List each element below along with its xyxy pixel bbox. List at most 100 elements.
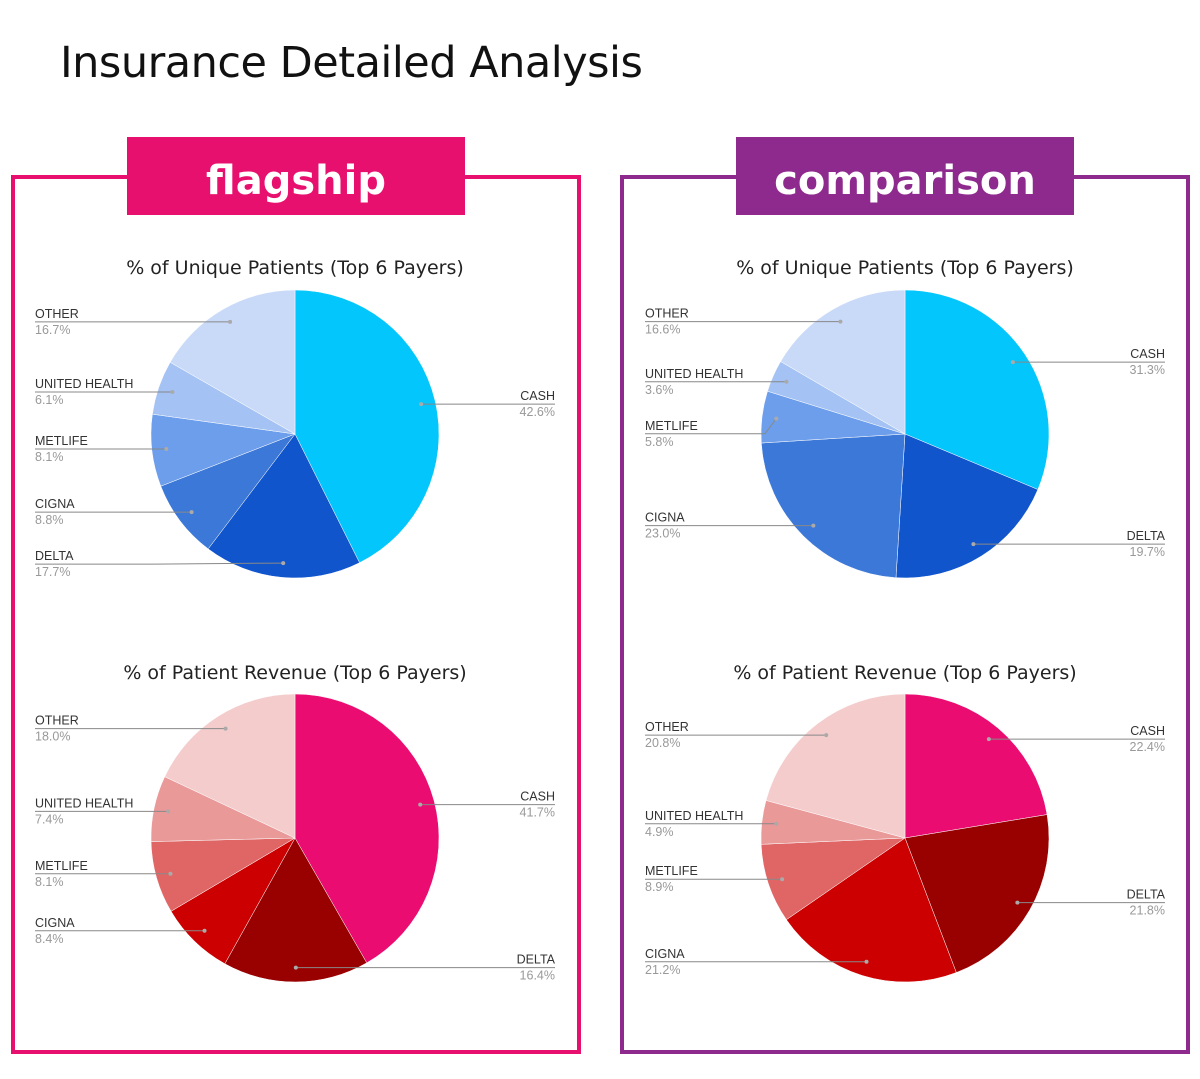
slice-label: CASH bbox=[1130, 724, 1165, 738]
leader-dot bbox=[164, 447, 169, 452]
slice-label: CASH bbox=[520, 389, 555, 403]
slice-value: 8.9% bbox=[645, 880, 674, 894]
slice-value: 16.7% bbox=[35, 323, 70, 337]
leader-dot bbox=[986, 737, 991, 742]
slice-value: 19.7% bbox=[1130, 545, 1165, 559]
chart-title: % of Patient Revenue (Top 6 Payers) bbox=[733, 662, 1076, 684]
pie-chart: % of Unique Patients (Top 6 Payers) OTHER… bbox=[35, 257, 555, 579]
leader-dot bbox=[1015, 900, 1020, 905]
pie-slice-cash[interactable] bbox=[904, 289, 1050, 490]
leader-line bbox=[35, 562, 284, 565]
leader-dot bbox=[281, 561, 286, 566]
leader-dot bbox=[971, 542, 976, 547]
slice-label: METLIFE bbox=[35, 434, 88, 448]
leader-dot bbox=[419, 402, 424, 407]
leader-dot bbox=[774, 821, 779, 826]
slice-value: 8.4% bbox=[35, 932, 64, 946]
leader-dot bbox=[293, 965, 298, 970]
leader-dot bbox=[170, 390, 175, 395]
slice-value: 42.6% bbox=[520, 405, 555, 419]
slice-label: DELTA bbox=[1127, 888, 1166, 902]
slice-label: METLIFE bbox=[645, 864, 698, 878]
slice-value: 5.8% bbox=[645, 435, 674, 449]
leader-dot bbox=[824, 733, 829, 738]
slice-value: 21.8% bbox=[1130, 904, 1165, 918]
slice-label: OTHER bbox=[35, 307, 79, 321]
slice-label: CASH bbox=[520, 790, 555, 804]
leader-dot bbox=[864, 959, 869, 964]
slice-value: 31.3% bbox=[1130, 363, 1165, 377]
leader-dot bbox=[418, 802, 423, 807]
leader-dot bbox=[838, 319, 843, 324]
slice-value: 20.8% bbox=[645, 736, 680, 750]
leader-dot bbox=[811, 523, 816, 528]
leader-dot bbox=[168, 871, 173, 876]
slice-label: DELTA bbox=[35, 549, 74, 563]
slice-value: 8.1% bbox=[35, 450, 64, 464]
chart-title: % of Patient Revenue (Top 6 Payers) bbox=[123, 662, 466, 684]
chart-title: % of Unique Patients (Top 6 Payers) bbox=[736, 257, 1074, 279]
slice-label: UNITED HEALTH bbox=[645, 367, 743, 381]
slice-value: 16.4% bbox=[520, 969, 555, 983]
panel-comparison: comparison bbox=[620, 137, 1190, 1054]
slice-label: CASH bbox=[1130, 347, 1165, 361]
pie-chart: % of Unique Patients (Top 6 Payers) OTHER… bbox=[645, 257, 1166, 579]
slice-value: 18.0% bbox=[35, 730, 70, 744]
pie-slice-delta[interactable] bbox=[207, 433, 360, 579]
slice-label: UNITED HEALTH bbox=[35, 796, 133, 810]
leader-dot bbox=[774, 416, 779, 421]
panel-header-label: flagship bbox=[206, 158, 386, 204]
slice-label: CIGNA bbox=[645, 511, 685, 525]
slice-label: UNITED HEALTH bbox=[35, 377, 133, 391]
pie-slice-cash[interactable] bbox=[294, 289, 440, 564]
pie-slice-other[interactable] bbox=[164, 693, 296, 839]
pie-slice-other[interactable] bbox=[169, 289, 296, 435]
slice-value: 23.0% bbox=[645, 527, 680, 541]
pie-slice-delta[interactable] bbox=[895, 433, 1039, 579]
slice-value: 22.4% bbox=[1130, 740, 1165, 754]
pie-slice-other[interactable] bbox=[765, 693, 906, 839]
page-title: Insurance Detailed Analysis bbox=[60, 38, 643, 88]
pie-slice-delta[interactable] bbox=[224, 837, 368, 983]
leader-line bbox=[645, 418, 777, 435]
leader-dot bbox=[223, 726, 228, 731]
panel-header bbox=[736, 137, 1074, 215]
slice-value: 7.4% bbox=[35, 812, 64, 826]
slice-label: OTHER bbox=[645, 720, 689, 734]
slice-label: CIGNA bbox=[35, 916, 75, 930]
leader-dot bbox=[228, 319, 233, 324]
slice-label: UNITED HEALTH bbox=[645, 809, 743, 823]
pie-slice-cigna[interactable] bbox=[786, 837, 957, 983]
pie-slice-other[interactable] bbox=[780, 289, 906, 435]
slice-value: 8.1% bbox=[35, 875, 64, 889]
leader-dot bbox=[189, 510, 194, 515]
pie-chart: % of Patient Revenue (Top 6 Payers) OTHER… bbox=[645, 662, 1166, 983]
panel-flagship: flagship bbox=[11, 137, 581, 1054]
panel-header-label: comparison bbox=[774, 158, 1036, 204]
slice-label: DELTA bbox=[1127, 529, 1166, 543]
chart-title: % of Unique Patients (Top 6 Payers) bbox=[126, 257, 464, 279]
slice-value: 6.1% bbox=[35, 393, 64, 407]
slice-label: METLIFE bbox=[35, 859, 88, 873]
slice-value: 17.7% bbox=[35, 565, 70, 579]
slice-label: DELTA bbox=[517, 953, 556, 967]
leader-dot bbox=[1010, 360, 1015, 365]
leader-dot bbox=[780, 877, 785, 882]
slice-value: 8.8% bbox=[35, 513, 64, 527]
pie-slice-cigna[interactable] bbox=[761, 433, 906, 578]
panel-header bbox=[127, 137, 465, 215]
slice-label: CIGNA bbox=[35, 497, 75, 511]
slice-label: OTHER bbox=[35, 714, 79, 728]
slice-value: 16.6% bbox=[645, 323, 680, 337]
slice-label: CIGNA bbox=[645, 947, 685, 961]
pie-slice-cash[interactable] bbox=[904, 693, 1048, 839]
pie-chart: % of Patient Revenue (Top 6 Payers) OTHER… bbox=[35, 662, 556, 983]
pie-slice-metlife[interactable] bbox=[760, 837, 906, 921]
pie-slice-delta[interactable] bbox=[904, 814, 1050, 973]
slice-label: METLIFE bbox=[645, 419, 698, 433]
slice-value: 4.9% bbox=[645, 825, 674, 839]
slice-value: 41.7% bbox=[520, 806, 555, 820]
pie-slice-cash[interactable] bbox=[294, 693, 440, 964]
leader-dot bbox=[166, 809, 171, 814]
